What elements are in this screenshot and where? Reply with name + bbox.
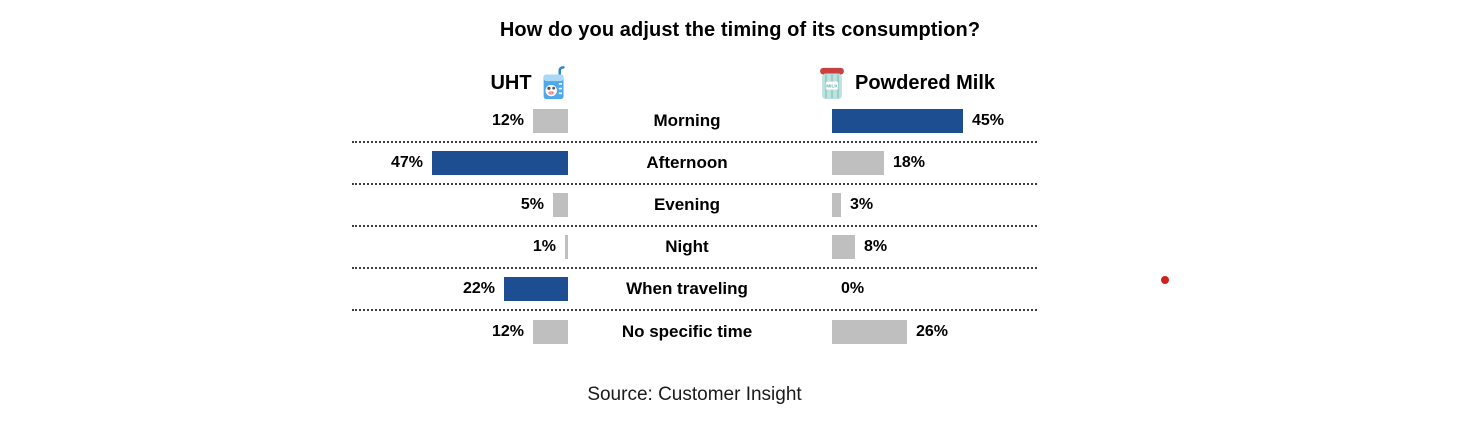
uht-bar [565, 235, 568, 259]
uht-value-label: 12% [491, 112, 524, 129]
uht-value-label: 12% [491, 323, 524, 340]
uht-value-label: 5% [520, 196, 544, 213]
uht-bar [533, 109, 568, 133]
powdered-bar-cell: 0% [832, 277, 1037, 301]
powdered-bar [832, 109, 963, 133]
uht-value-label: 1% [532, 238, 556, 255]
chart-row: 12% No specific time 26% [352, 311, 1037, 353]
laser-pointer-dot [1161, 276, 1169, 284]
powdered-bar [832, 320, 907, 344]
milk-carton-icon [540, 65, 570, 101]
chart-row: 5% Evening 3% [352, 185, 1037, 227]
powdered-bar-cell: 3% [832, 193, 1037, 217]
powdered-milk-series-label: Powdered Milk [855, 71, 996, 94]
powdered-value-label: 45% [972, 112, 1005, 129]
category-label: Night [665, 237, 709, 256]
chart-rows: 12% Morning 45% 47% Afternoon 18% [352, 101, 1037, 353]
chart-row: 22% When traveling 0% [352, 269, 1037, 311]
source-caption: Source: Customer Insight [587, 384, 802, 405]
category-label: Afternoon [646, 153, 728, 172]
powdered-value-label: 3% [850, 196, 874, 213]
category-cell: Afternoon [568, 153, 832, 173]
powdered-bar-cell: 18% [832, 151, 1037, 175]
category-label: Morning [653, 111, 721, 130]
category-cell: Night [568, 237, 832, 257]
powdered-value-label: 0% [841, 280, 865, 297]
uht-bar-cell: 47% [352, 151, 568, 175]
uht-bar [432, 151, 568, 175]
powdered-bar-cell: 26% [832, 320, 1037, 344]
category-cell: No specific time [568, 322, 832, 342]
powdered-bar [832, 151, 884, 175]
uht-bar-cell: 22% [352, 277, 568, 301]
powdered-bar-cell: 8% [832, 235, 1037, 259]
category-cell: Evening [568, 195, 832, 215]
uht-value-label: 47% [390, 154, 423, 171]
uht-value-label: 22% [462, 280, 495, 297]
category-cell: Morning [568, 111, 832, 131]
uht-bar [504, 277, 568, 301]
uht-bar [553, 193, 568, 217]
powdered-bar [832, 235, 855, 259]
category-label: No specific time [621, 322, 753, 341]
powdered-bar [832, 193, 841, 217]
uht-series-label: UHT [490, 71, 532, 94]
powdered-value-label: 8% [864, 238, 888, 255]
uht-bar [533, 320, 568, 344]
chart-row: 12% Morning 45% [352, 101, 1037, 143]
powdered-value-label: 26% [916, 323, 949, 340]
uht-bar-cell: 12% [352, 320, 568, 344]
powdered-milk-can-icon: MILK [817, 65, 847, 101]
category-cell: When traveling [568, 279, 832, 299]
powdered-value-label: 18% [893, 154, 926, 171]
powdered-bar-cell: 45% [832, 109, 1037, 133]
uht-series-header: UHT [425, 64, 635, 102]
chart-title: How do you adjust the timing of its cons… [499, 19, 981, 41]
svg-text:MILK: MILK [826, 83, 838, 89]
chart-row: 1% Night 8% [352, 227, 1037, 269]
uht-bar-cell: 12% [352, 109, 568, 133]
chart-row: 47% Afternoon 18% [352, 143, 1037, 185]
category-label: When traveling [626, 279, 748, 298]
category-label: Evening [653, 195, 721, 214]
uht-bar-cell: 5% [352, 193, 568, 217]
powdered-milk-series-header: MILK Powdered Milk [817, 64, 995, 102]
uht-bar-cell: 1% [352, 235, 568, 259]
